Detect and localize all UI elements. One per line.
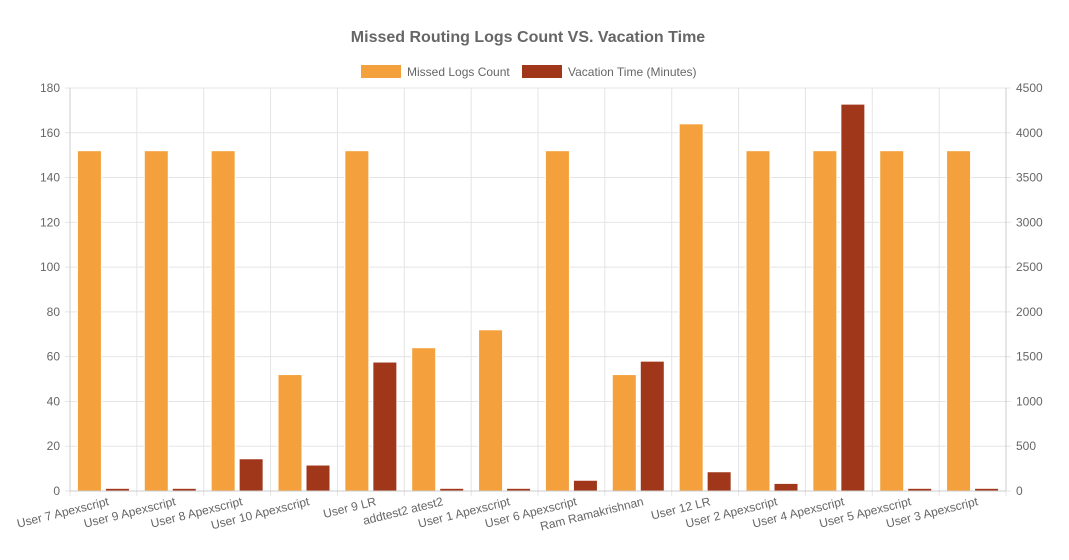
y-left-tick-label: 40 (47, 394, 61, 408)
y-left-tick-label: 140 (40, 171, 60, 185)
chart-title: Missed Routing Logs Count VS. Vacation T… (351, 29, 706, 46)
bar-missed-logs[interactable] (544, 150, 570, 492)
y-left-tick-label: 180 (40, 81, 60, 95)
y-right-tick-label: 2000 (1016, 305, 1043, 319)
legend[interactable]: Missed Logs Count Vacation Time (Minutes) (361, 65, 697, 79)
legend-item[interactable]: Vacation Time (Minutes) (522, 65, 697, 79)
y-left-tick-label: 20 (47, 439, 61, 453)
bar-missed-logs[interactable] (478, 329, 504, 492)
y-right-tick-label: 2500 (1016, 260, 1043, 274)
bars (76, 103, 1000, 492)
bar-missed-logs[interactable] (143, 150, 169, 492)
bar-missed-logs[interactable] (745, 150, 771, 492)
y-right-tick-label: 1000 (1016, 394, 1043, 408)
y-right-tick-label: 0 (1016, 484, 1023, 498)
y-right-tick-label: 4500 (1016, 81, 1043, 95)
legend-label: Missed Logs Count (407, 65, 510, 79)
y-right-tick-label: 500 (1016, 439, 1036, 453)
legend-swatch (361, 65, 401, 78)
bar-missed-logs[interactable] (946, 150, 972, 492)
legend-item[interactable]: Missed Logs Count (361, 65, 510, 79)
bar-vacation-time[interactable] (706, 471, 732, 492)
bar-missed-logs[interactable] (879, 150, 905, 492)
y-right-tick-label: 3500 (1016, 171, 1043, 185)
y-right-tick-label: 1500 (1016, 350, 1043, 364)
y-left-tick-label: 160 (40, 126, 60, 140)
bar-missed-logs[interactable] (812, 150, 838, 492)
y-left-tick-label: 60 (47, 350, 61, 364)
bar-missed-logs[interactable] (76, 150, 102, 492)
bar-missed-logs[interactable] (210, 150, 236, 492)
bar-vacation-time[interactable] (639, 360, 665, 492)
bar-vacation-time[interactable] (773, 482, 799, 492)
bar-missed-logs[interactable] (411, 347, 437, 492)
bar-vacation-time[interactable] (238, 458, 264, 492)
y-left-tick-label: 0 (53, 484, 60, 498)
bar-missed-logs[interactable] (344, 150, 370, 492)
legend-label: Vacation Time (Minutes) (568, 65, 697, 79)
bar-vacation-time[interactable] (840, 103, 866, 492)
y-left-tick-label: 120 (40, 215, 60, 229)
legend-swatch (522, 65, 562, 78)
bar-missed-logs[interactable] (611, 374, 637, 492)
bar-vacation-time[interactable] (305, 464, 331, 492)
y-right-tick-label: 4000 (1016, 126, 1043, 140)
y-left-tick-label: 80 (47, 305, 61, 319)
y-right-tick-label: 3000 (1016, 215, 1043, 229)
bar-vacation-time[interactable] (372, 361, 398, 492)
y-left-tick-label: 100 (40, 260, 60, 274)
grid (65, 87, 1011, 496)
bar-missed-logs[interactable] (277, 374, 303, 492)
bar-vacation-time[interactable] (572, 479, 598, 492)
bar-missed-logs[interactable] (678, 123, 704, 492)
